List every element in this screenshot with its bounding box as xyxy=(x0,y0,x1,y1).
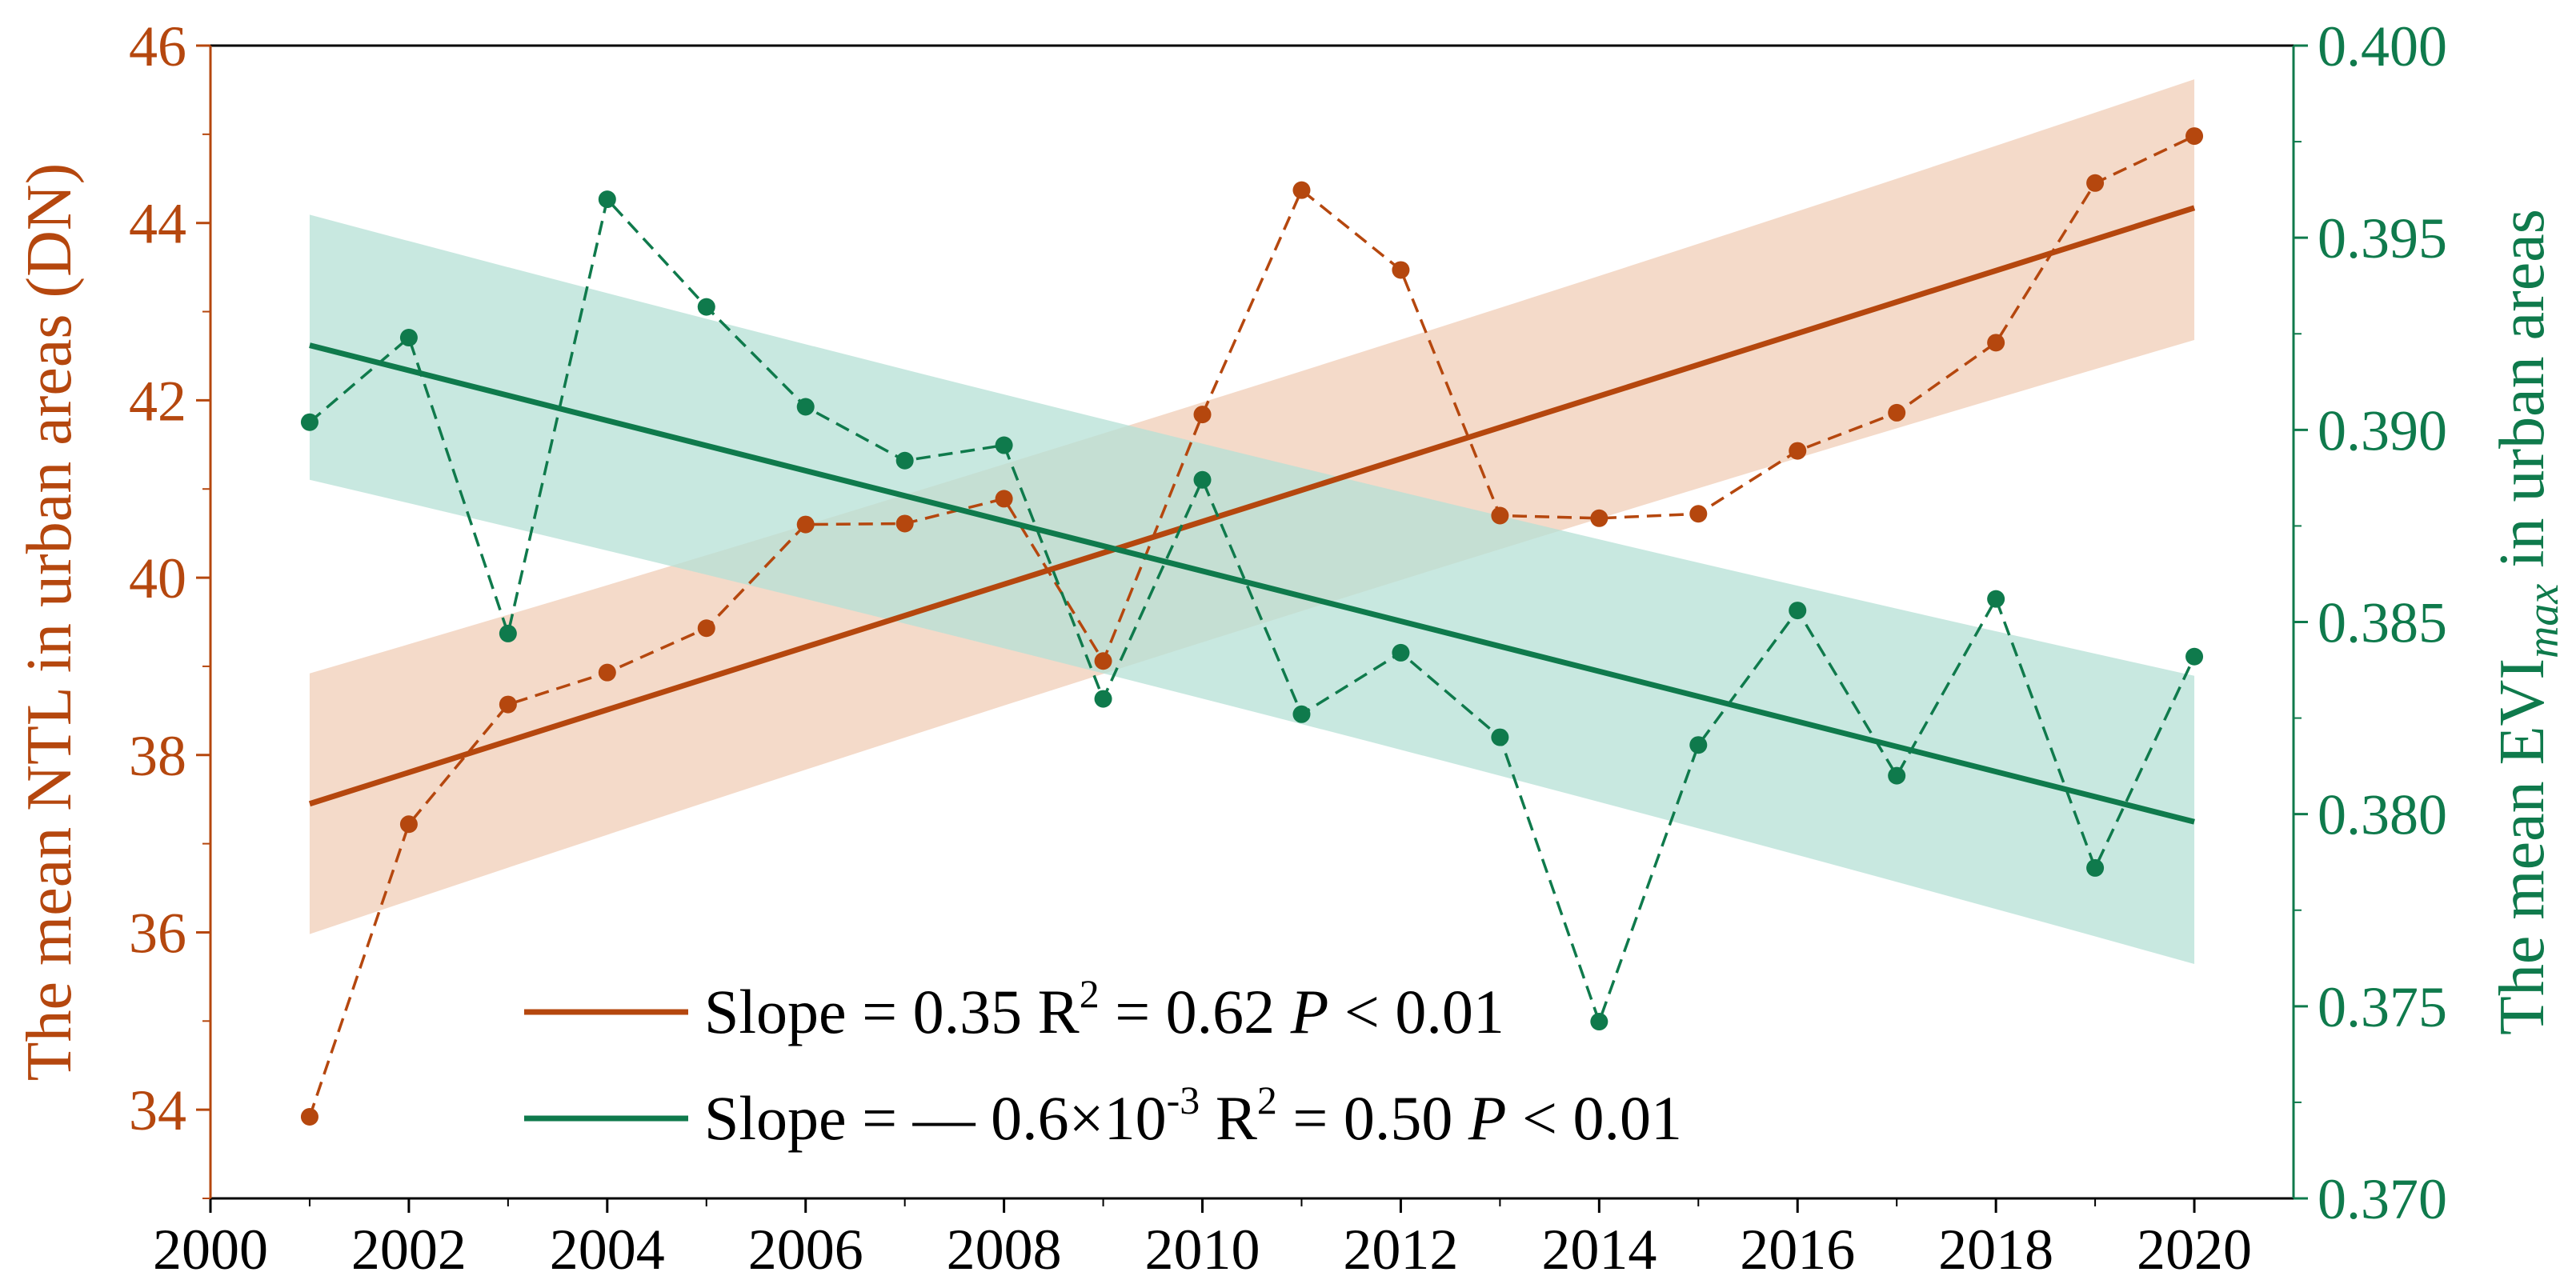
evi-data-point xyxy=(300,413,318,431)
right-tick-label: 0.370 xyxy=(2318,1167,2447,1231)
evi-legend-text: Slope = — 0.6×10-3 R2 = 0.50 P < 0.01 xyxy=(704,1078,1682,1153)
ntl-data-point xyxy=(796,515,815,534)
evi-series-line xyxy=(308,196,2196,1026)
ntl-series-line xyxy=(308,134,2195,1118)
ntl-data-point xyxy=(499,695,517,714)
right-tick-label: 0.390 xyxy=(2318,398,2447,462)
ntl-data-point xyxy=(1491,506,1509,525)
right-axis-label-suffix: in urban areas xyxy=(2487,209,2558,584)
x-tick-label: 2014 xyxy=(1541,1218,1657,1282)
ntl-data-point xyxy=(1590,509,1608,527)
left-tick-label: 40 xyxy=(129,546,186,610)
left-tick-label: 46 xyxy=(129,14,186,78)
right-axis-label-sub: max xyxy=(2518,584,2568,658)
legend: Slope = 0.35 R2 = 0.62 P < 0.01 Slope = —… xyxy=(524,971,1682,1153)
right-tick-label: 0.395 xyxy=(2318,206,2447,270)
x-tick-label: 2018 xyxy=(1938,1218,2053,1282)
evi-data-point xyxy=(995,436,1013,454)
evi-data-point xyxy=(1392,643,1410,662)
evi-data-point xyxy=(1491,728,1509,746)
axes: 2000 2002 2004 2006 2008 2010 2012 2014 2016 2018… xyxy=(14,14,2568,1282)
right-tick-label: 0.385 xyxy=(2318,591,2447,655)
evi-data-point xyxy=(399,329,418,347)
ntl-data-point xyxy=(697,619,715,638)
evi-data-point xyxy=(2086,858,2105,877)
evi-data-point xyxy=(1789,602,1807,620)
evi-data-point xyxy=(697,298,715,316)
ntl-data-point xyxy=(1392,261,1410,279)
evi-data-point xyxy=(598,190,616,209)
ntl-data-point xyxy=(1193,406,1212,424)
x-tick-label: 2002 xyxy=(351,1218,467,1282)
x-tick-label: 2004 xyxy=(550,1218,665,1282)
ntl-data-point xyxy=(1888,403,1906,422)
left-tick-label: 44 xyxy=(129,192,186,256)
x-tick-label: 2016 xyxy=(1740,1218,1855,1282)
evi-data-point xyxy=(1590,1013,1608,1031)
left-tick-label: 34 xyxy=(129,1078,186,1142)
ntl-data-point xyxy=(598,663,616,682)
left-tick-label: 42 xyxy=(129,369,186,433)
x-tick-label: 2010 xyxy=(1145,1218,1260,1282)
evi-data-point xyxy=(499,624,517,642)
x-tick-label: 2006 xyxy=(748,1218,863,1282)
ntl-data-point xyxy=(895,514,914,533)
evi-data-point xyxy=(1292,705,1311,723)
ntl-data-point xyxy=(300,1108,318,1126)
evi-data-point xyxy=(895,451,914,470)
right-tick-label: 0.375 xyxy=(2318,975,2447,1039)
x-tick-label: 2008 xyxy=(947,1218,1062,1282)
ntl-data-point xyxy=(1689,505,1708,523)
ntl-data-point xyxy=(1987,334,2005,352)
x-tick-label: 2012 xyxy=(1343,1218,1458,1282)
ntl-data-point xyxy=(1094,652,1112,670)
evi-data-point xyxy=(796,398,815,416)
ntl-data-point xyxy=(2185,127,2204,146)
evi-confidence-band xyxy=(309,214,2195,964)
right-tick-label: 0.380 xyxy=(2318,783,2447,847)
left-tick-label: 38 xyxy=(129,724,186,788)
evi-data-point xyxy=(1888,766,1906,785)
evi-data-point xyxy=(1987,590,2005,608)
x-tick-label: 2020 xyxy=(2137,1218,2252,1282)
ntl-legend-text: Slope = 0.35 R2 = 0.62 P < 0.01 xyxy=(704,971,1504,1046)
x-tick-label: 2000 xyxy=(153,1218,268,1282)
evi-trend-line xyxy=(309,342,2195,825)
evi-data-point xyxy=(1193,470,1212,489)
ntl-trend-line xyxy=(308,205,2196,807)
left-axis-label: The mean NTL in urban areas (DN) xyxy=(14,163,85,1082)
ntl-data-point xyxy=(2086,174,2105,192)
right-axis-label: The mean EVImax in urban areas xyxy=(2487,209,2568,1035)
ntl-data-point xyxy=(1789,442,1807,460)
left-tick-label: 36 xyxy=(129,901,186,965)
right-tick-label: 0.400 xyxy=(2318,14,2447,78)
ntl-data-point xyxy=(399,815,418,834)
evi-data-point xyxy=(1094,690,1112,708)
confidence-bands xyxy=(309,79,2195,964)
right-axis-label-prefix: The mean EVI xyxy=(2487,658,2558,1035)
evi-data-point xyxy=(2185,647,2204,666)
series-lines xyxy=(300,127,2204,1126)
evi-data-point xyxy=(1689,736,1708,754)
ntl-data-point xyxy=(1292,181,1311,199)
ntl-data-point xyxy=(995,490,1013,508)
